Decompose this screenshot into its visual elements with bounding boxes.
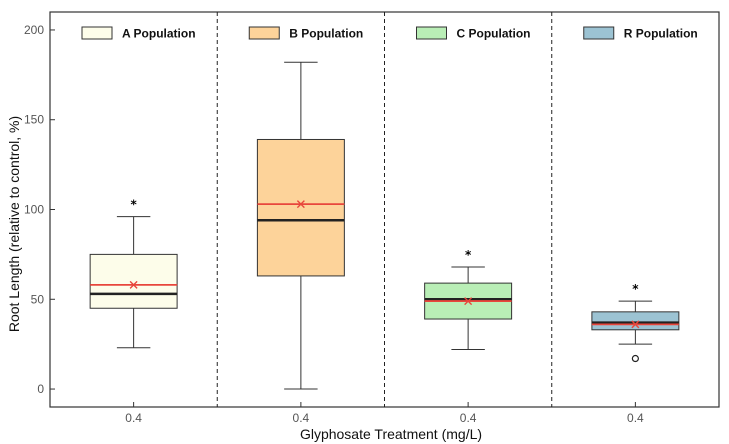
legend-swatch bbox=[583, 26, 615, 40]
x-tick-label: 0.4 bbox=[293, 411, 310, 425]
y-tick-label: 200 bbox=[24, 23, 44, 37]
legend-swatch bbox=[81, 26, 113, 40]
box bbox=[256, 138, 345, 277]
mean-marker bbox=[129, 280, 138, 289]
y-tick-label: 50 bbox=[31, 292, 45, 306]
y-tick-label: 150 bbox=[24, 113, 44, 127]
box bbox=[591, 311, 680, 331]
significance-marker: * bbox=[465, 248, 472, 262]
y-tick-label: 100 bbox=[24, 203, 44, 217]
y-axis-title: Root Length (relative to control, %) bbox=[6, 116, 22, 332]
mean-marker bbox=[631, 320, 640, 329]
mean-marker bbox=[464, 297, 473, 306]
legend-label: C Population bbox=[457, 27, 531, 41]
legend-swatch bbox=[416, 26, 447, 40]
legend-label: A Population bbox=[122, 27, 196, 41]
legend-label: R Population bbox=[624, 27, 698, 41]
outlier-point bbox=[631, 354, 639, 363]
y-tick-label: 0 bbox=[37, 382, 44, 396]
x-tick-label: 0.4 bbox=[460, 411, 477, 425]
plot-area: 0 50 100 150 200 * 0.4 A Population 0.4 B Populat… bbox=[24, 11, 720, 425]
legend-swatch bbox=[248, 26, 280, 40]
box bbox=[89, 253, 178, 309]
x-tick-label: 0.4 bbox=[627, 411, 644, 425]
x-axis-title: Glyphosate Treatment (mg/L) bbox=[300, 426, 482, 442]
mean-marker bbox=[296, 200, 305, 209]
significance-marker: * bbox=[632, 282, 639, 296]
significance-marker: * bbox=[130, 198, 137, 212]
legend-label: B Population bbox=[289, 27, 363, 41]
x-tick-label: 0.4 bbox=[125, 411, 142, 425]
